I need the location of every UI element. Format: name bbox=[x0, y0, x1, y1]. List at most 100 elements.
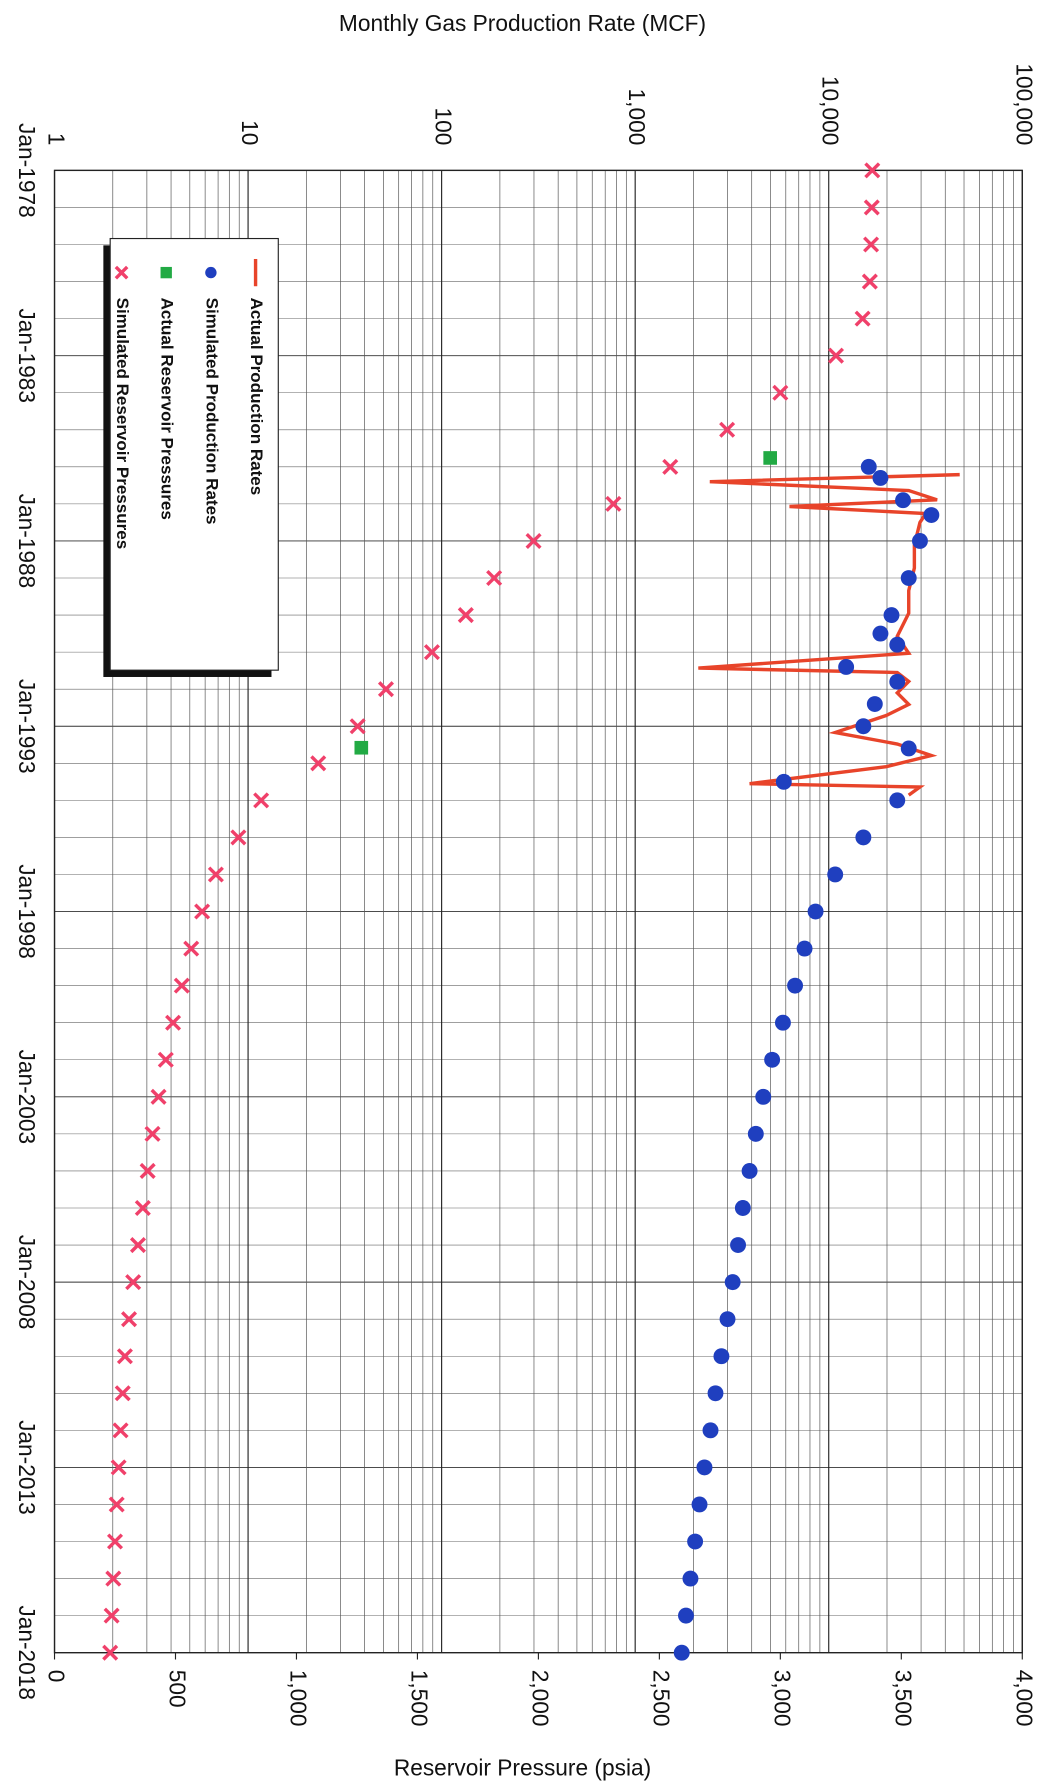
point bbox=[787, 977, 804, 994]
y2-tick-label: 2,000 bbox=[527, 1670, 553, 1727]
point bbox=[125, 1274, 142, 1291]
point bbox=[682, 1570, 699, 1587]
point bbox=[486, 569, 503, 587]
point bbox=[838, 659, 855, 675]
point bbox=[855, 718, 872, 735]
point bbox=[116, 1348, 133, 1365]
point bbox=[866, 696, 883, 712]
point bbox=[872, 625, 889, 642]
y2-tick-label: 500 bbox=[164, 1670, 190, 1708]
x-tick-label: Jan-2008 bbox=[14, 1235, 40, 1330]
point bbox=[377, 681, 394, 698]
point bbox=[173, 977, 190, 994]
point bbox=[889, 673, 906, 690]
point bbox=[860, 458, 877, 475]
point bbox=[707, 1385, 724, 1402]
point bbox=[112, 1422, 129, 1439]
point bbox=[734, 1200, 751, 1216]
legend-swatch bbox=[205, 266, 217, 279]
point bbox=[764, 1051, 781, 1068]
legend-box bbox=[109, 237, 279, 671]
legend-swatch bbox=[114, 265, 129, 280]
point bbox=[691, 1496, 708, 1513]
point bbox=[741, 1162, 758, 1179]
point bbox=[861, 273, 878, 290]
x-tick-label: Jan-1998 bbox=[14, 864, 40, 959]
x-tick-label: Jan-1983 bbox=[14, 308, 40, 403]
y-tick-label: 1 bbox=[44, 133, 70, 146]
point bbox=[854, 310, 871, 327]
point bbox=[129, 1237, 147, 1254]
x-tick-label: Jan-2003 bbox=[14, 1049, 40, 1144]
legend-label: Simulated Production Rates bbox=[202, 298, 221, 525]
y2-tick-label: 1,000 bbox=[285, 1670, 311, 1727]
point bbox=[763, 451, 777, 465]
y-tick-label: 100,000 bbox=[1011, 63, 1037, 145]
y2-tick-label: 3,500 bbox=[890, 1670, 916, 1727]
point bbox=[105, 1570, 122, 1587]
x-tick-label: Jan-1993 bbox=[14, 679, 40, 774]
point bbox=[895, 492, 911, 509]
point bbox=[827, 347, 845, 364]
legend-swatch bbox=[160, 266, 172, 279]
point bbox=[157, 1051, 174, 1068]
point bbox=[110, 1459, 127, 1476]
x-tick-label: Jan-1978 bbox=[14, 123, 40, 218]
x-tick-label: Jan-1988 bbox=[14, 494, 40, 589]
point bbox=[354, 740, 369, 755]
y-tick-label: 100 bbox=[431, 108, 457, 146]
point bbox=[900, 740, 917, 757]
y2-tick-label: 3,000 bbox=[769, 1670, 795, 1727]
chart-title: Monthly Gas Production Rate (MCF) bbox=[339, 10, 706, 36]
point bbox=[134, 1199, 151, 1217]
y2-tick-label: 4,000 bbox=[1011, 1670, 1037, 1727]
y2-tick-label: 1,500 bbox=[406, 1670, 432, 1727]
point bbox=[900, 570, 917, 586]
point bbox=[774, 1014, 791, 1031]
point bbox=[457, 607, 474, 624]
point bbox=[310, 755, 327, 772]
point bbox=[605, 495, 622, 512]
y-tick-label: 10 bbox=[237, 120, 263, 145]
point bbox=[349, 718, 366, 735]
point bbox=[696, 1459, 713, 1476]
point bbox=[121, 1311, 138, 1328]
point bbox=[872, 470, 889, 486]
y2-tick-label: 2,500 bbox=[648, 1670, 674, 1727]
plot-border bbox=[53, 169, 1023, 1654]
point bbox=[108, 1496, 125, 1513]
point bbox=[855, 829, 872, 846]
point bbox=[525, 532, 542, 549]
series-line bbox=[698, 472, 960, 797]
point bbox=[103, 1607, 120, 1624]
point bbox=[102, 1644, 119, 1661]
point bbox=[863, 199, 880, 216]
point bbox=[807, 903, 824, 920]
point bbox=[702, 1422, 719, 1439]
point bbox=[923, 507, 940, 523]
point bbox=[724, 1274, 741, 1291]
point bbox=[772, 384, 789, 401]
point bbox=[719, 421, 736, 438]
x-tick-label: Jan-2013 bbox=[14, 1420, 40, 1515]
point bbox=[423, 644, 440, 661]
point bbox=[114, 1385, 131, 1402]
legend-label: Simulated Reservoir Pressures bbox=[113, 298, 132, 550]
legend-label: Actual Reservoir Pressures bbox=[158, 298, 177, 520]
point bbox=[730, 1237, 746, 1254]
point bbox=[889, 792, 906, 809]
y-tick-label: 1,000 bbox=[624, 89, 650, 146]
legend-label: Actual Production Rates bbox=[247, 298, 266, 496]
y2-axis-title: Reservoir Pressure (psia) bbox=[394, 1755, 651, 1781]
point bbox=[883, 607, 900, 624]
point bbox=[747, 1125, 764, 1142]
point bbox=[207, 866, 224, 883]
point bbox=[755, 1088, 772, 1105]
point bbox=[165, 1014, 182, 1031]
point bbox=[144, 1125, 161, 1142]
point bbox=[911, 533, 928, 549]
point bbox=[713, 1348, 730, 1365]
point bbox=[889, 636, 906, 653]
point bbox=[719, 1311, 736, 1328]
